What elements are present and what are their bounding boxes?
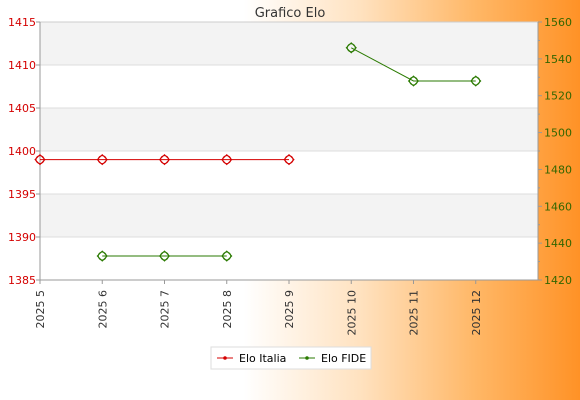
data-point [221, 153, 233, 166]
x-tick-label: 2025 5 [34, 290, 47, 329]
y-right-tick-label: 1560 [544, 16, 572, 29]
data-point-ring [409, 76, 418, 86]
data-point [470, 75, 482, 87]
y-left-tick-label: 1415 [8, 16, 36, 29]
legend-marker [223, 356, 227, 360]
grid-band [40, 108, 538, 151]
data-point [34, 153, 46, 166]
grid-band [40, 194, 538, 237]
y-left-tick-label: 1400 [8, 145, 36, 158]
data-point-ring [471, 76, 481, 86]
data-point-ring [222, 251, 232, 261]
data-point-ring [97, 155, 107, 165]
data-point-ring [35, 155, 45, 165]
data-point [283, 153, 295, 166]
y-right-tick-label: 1520 [544, 90, 572, 103]
data-point [407, 75, 420, 87]
x-tick-label: 2025 10 [345, 290, 358, 336]
y-left-tick-label: 1405 [8, 102, 36, 115]
data-point-ring [346, 43, 356, 53]
data-point [345, 42, 357, 54]
data-point [96, 153, 108, 166]
data-point [96, 250, 108, 262]
y-right-tick-label: 1440 [544, 237, 572, 250]
y-left-tick-label: 1390 [8, 231, 36, 244]
legend-box [210, 346, 372, 370]
data-point-ring [160, 155, 169, 165]
legend-label: Elo FIDE [321, 352, 366, 365]
x-tick-label: 2025 11 [408, 290, 421, 336]
y-right-tick-label: 1460 [544, 200, 572, 213]
y-right-tick-label: 1420 [544, 274, 572, 287]
x-tick-label: 2025 6 [96, 290, 109, 329]
data-point [158, 153, 171, 166]
x-tick-label: 2025 9 [283, 290, 296, 329]
y-right-tick-label: 1480 [544, 163, 572, 176]
data-point [221, 250, 233, 262]
data-point [158, 250, 171, 262]
legend-label: Elo Italia [239, 352, 286, 365]
data-point-ring [222, 155, 232, 165]
grid-band [40, 22, 538, 65]
legend-marker [305, 356, 309, 360]
chart-title: Grafico Elo [255, 6, 326, 21]
y-right-tick-label: 1500 [544, 127, 572, 140]
y-left-tick-label: 1410 [8, 59, 36, 72]
x-tick-label: 2025 12 [470, 290, 483, 336]
y-left-tick-label: 1395 [8, 188, 36, 201]
y-left-tick-label: 1385 [8, 274, 36, 287]
x-tick-label: 2025 8 [221, 290, 234, 329]
data-point-ring [284, 155, 294, 165]
y-right-tick-label: 1540 [544, 53, 572, 66]
x-tick-label: 2025 7 [159, 290, 172, 329]
series-line-1 [351, 47, 476, 82]
data-point-ring [160, 251, 169, 261]
legend: Elo Italia Elo FIDE [210, 346, 372, 370]
data-point-ring [97, 251, 107, 261]
